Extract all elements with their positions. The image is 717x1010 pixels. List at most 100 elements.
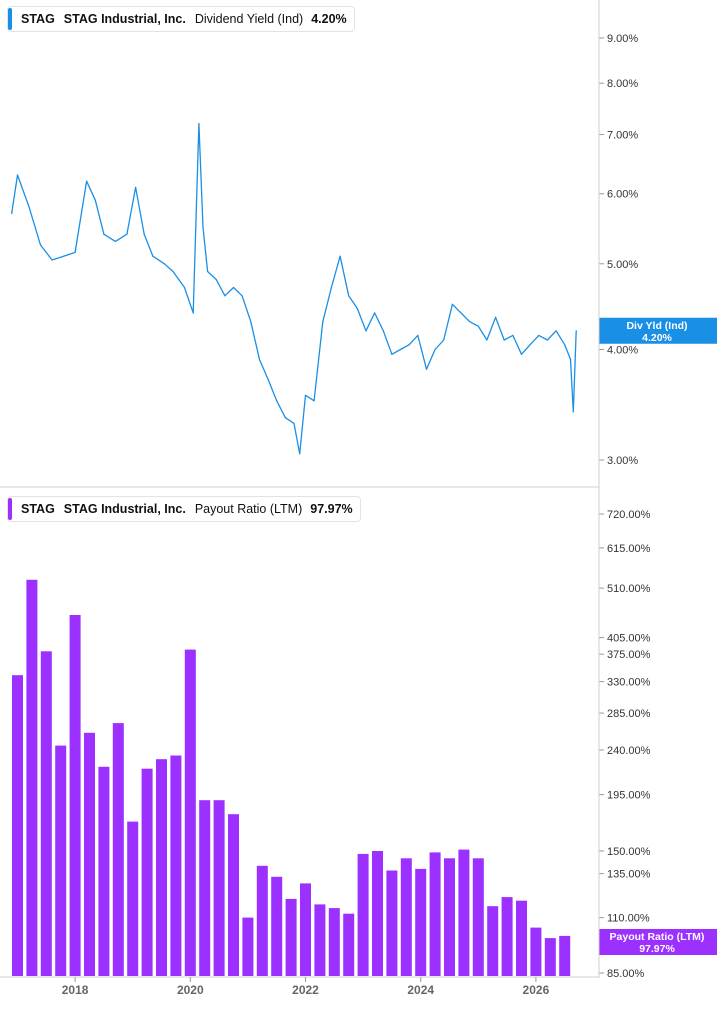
yield-point [39, 244, 42, 246]
payout-bar [84, 732, 95, 976]
yield-point [374, 312, 376, 314]
yield-point [63, 255, 65, 257]
yield-tick-label: 6.00% [607, 189, 638, 201]
yield-point [16, 174, 19, 176]
payout-tick-label: 240.00% [607, 745, 651, 757]
payout-tick-label: 285.00% [607, 708, 651, 720]
payout-bar [314, 904, 326, 976]
axes: 2018 2020 2022 2024 2026 [0, 0, 600, 997]
yield-point [126, 233, 128, 235]
yield-point [198, 123, 200, 125]
payout-legend-ticker: STAG [21, 502, 55, 516]
yield-point [313, 400, 315, 402]
payout-tick-label: 615.00% [607, 543, 651, 555]
yield-point [486, 339, 488, 341]
yield-point [434, 348, 436, 351]
yield-point [192, 312, 194, 314]
payout-bar [184, 649, 196, 976]
yield-end-label-value: 4.20% [642, 332, 672, 344]
payout-bar [357, 853, 369, 976]
yield-point [250, 321, 252, 323]
yield-point [163, 263, 165, 265]
yield-point [348, 295, 350, 297]
payout-bar [285, 898, 297, 976]
yield-point [114, 240, 116, 242]
yield-point [330, 286, 332, 289]
yield-point [538, 334, 540, 336]
yield-point [86, 180, 88, 182]
yield-point [224, 295, 226, 297]
payout-bar [55, 745, 67, 976]
yield-point [276, 400, 278, 402]
yield-point [460, 312, 462, 314]
yield-point [529, 344, 531, 346]
payout-bar [343, 913, 355, 976]
yield-point [94, 199, 96, 201]
yield-tick-label: 4.00% [607, 344, 638, 356]
yield-tick-label: 5.00% [607, 259, 638, 271]
yield-point [520, 353, 523, 355]
yield-point [365, 330, 367, 332]
x-tick-label: 2024 [407, 983, 434, 997]
payout-bar [386, 870, 398, 976]
yield-point [546, 339, 549, 341]
yield-legend[interactable]: STAG STAG Industrial, Inc. Dividend Yiel… [7, 6, 355, 32]
payout-tick-label: 720.00% [607, 509, 651, 521]
yield-point [564, 344, 566, 346]
payout-bar [127, 821, 139, 976]
payout-tick-label: 375.00% [607, 649, 651, 661]
payout-legend[interactable]: STAG STAG Industrial, Inc. Payout Ratio … [7, 496, 361, 522]
payout-end-label-bg [599, 929, 717, 955]
yield-point [322, 321, 324, 323]
yield-point [469, 321, 471, 323]
yield-tick-label: 3.00% [607, 455, 638, 467]
yield-panel: 3.00% 4.00% 5.00% 6.00% 7.00% 8.00% 9.00% Div Y… [11, 33, 717, 467]
payout-legend-metric: Payout Ratio (LTM) [194, 502, 303, 516]
yield-legend-ticker: STAG [21, 12, 55, 26]
payout-tick-label: 85.00% [607, 968, 645, 980]
payout-bar [472, 858, 484, 976]
yield-point [299, 453, 301, 455]
yield-point [241, 295, 243, 297]
yield-point [183, 286, 186, 289]
payout-bar [372, 851, 383, 976]
payout-panel: 85.00% 110.00% 135.00% 150.00% 195.00% 240.00… [12, 509, 717, 980]
payout-tick-label: 195.00% [607, 790, 651, 802]
payout-end-label-value: 97.97% [639, 943, 675, 955]
yield-point [172, 270, 174, 273]
payout-tick-label: 405.00% [607, 633, 651, 645]
payout-bar [112, 723, 124, 976]
yield-point [503, 339, 505, 341]
payout-bar [544, 938, 556, 976]
payout-bar [487, 906, 499, 976]
yield-point [477, 325, 479, 327]
yield-legend-metric: Dividend Yield (Ind) [194, 12, 304, 26]
payout-bar [271, 876, 283, 976]
yield-point [51, 259, 53, 261]
payout-bar [429, 852, 441, 976]
payout-bar [12, 675, 23, 976]
yield-point [417, 334, 419, 336]
yield-point [11, 212, 13, 215]
yield-point [356, 307, 358, 310]
yield-point [293, 422, 295, 424]
payout-tick-label: 330.00% [607, 677, 651, 689]
yield-legend-value: 4.20% [311, 12, 347, 26]
payout-bar [559, 935, 571, 976]
payout-bar [242, 917, 254, 976]
payout-bar [141, 768, 153, 976]
x-tick-label: 2018 [62, 983, 89, 997]
yield-point [569, 358, 572, 360]
payout-bar [69, 615, 81, 976]
yield-point [215, 278, 217, 281]
payout-bar [300, 883, 311, 976]
yield-point [258, 358, 260, 360]
payout-bar [156, 759, 167, 976]
yield-tick-label: 9.00% [607, 33, 638, 45]
payout-bar [501, 897, 513, 976]
yield-tick-label: 8.00% [607, 78, 638, 90]
yield-point [267, 378, 269, 380]
yield-end-label-title: Div Yld (Ind) [626, 320, 687, 332]
yield-point [232, 286, 235, 289]
